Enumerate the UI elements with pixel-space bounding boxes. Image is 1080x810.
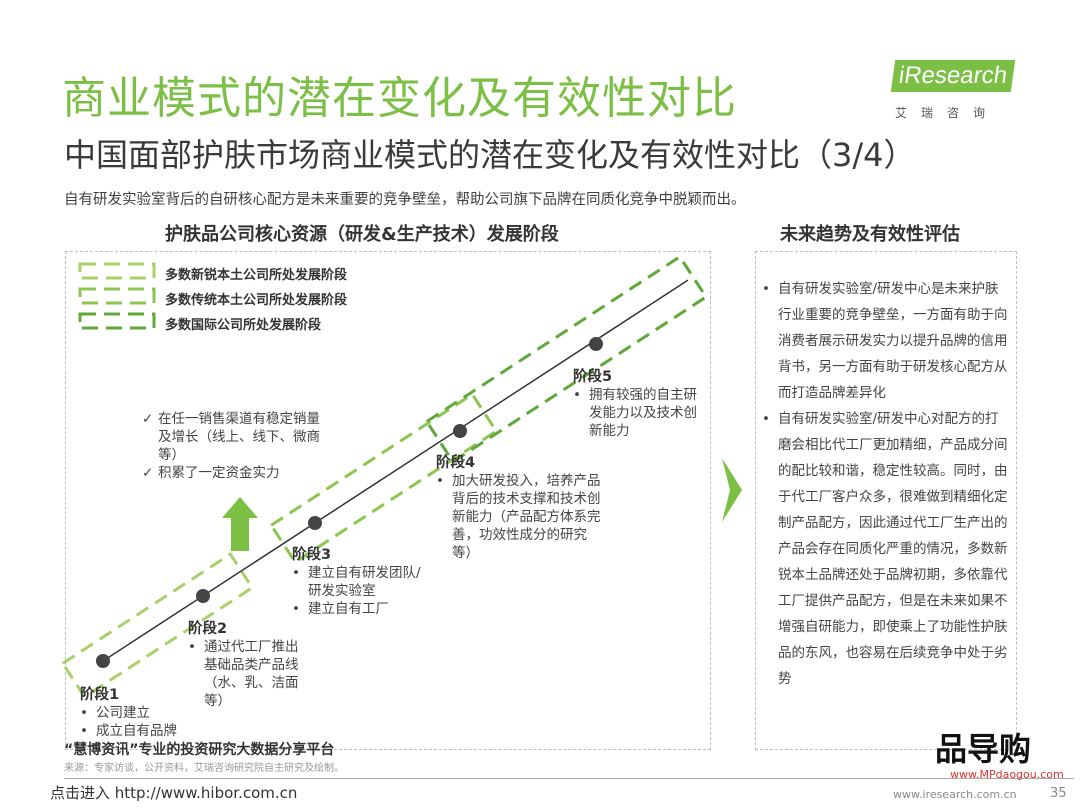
stage-title: 阶段4 (436, 455, 476, 471)
description: 自有研发实验室背后的自研核心配方是未来重要的竞争壁垒，帮助公司旗下品牌在同质化竞… (64, 192, 746, 208)
stage-dot-1 (96, 654, 110, 668)
page-number: 35 (1050, 786, 1067, 801)
stage-item: 加大研发投入，培养产品背后的技术支撑和技术创新能力（产品配方体系完善，功效性成分… (436, 472, 606, 562)
legend-label-2: 多数传统本土公司所处发展阶段 (165, 293, 348, 308)
stages-panel (65, 251, 711, 750)
right-header: 未来趋势及有效性评估 (780, 224, 960, 245)
source-note: 来源：专家访谈，公开资料，艾瑞咨询研究院自主研究及绘制。 (64, 763, 344, 774)
mpdaogou-url: www.MPdaogou.com (950, 768, 1064, 781)
page-subtitle: 中国面部护肤市场商业模式的潜在变化及有效性对比（3/4） (64, 136, 916, 174)
stage-title: 阶段3 (292, 547, 332, 563)
right-chevron-icon (722, 458, 742, 522)
iresearch-logo-cn: 艾瑞咨询 (895, 106, 1000, 120)
stage-item: 建立自有工厂 (292, 600, 430, 618)
stage-title: 阶段1 (80, 687, 120, 703)
watermark-hibor: “慧博资讯”专业的投资研究大数据分享平台 (64, 742, 335, 758)
stage-item: 成立自有品牌 (80, 722, 180, 740)
site-url: www.iresearch.com.cn (893, 788, 1017, 801)
legend-swatch-2 (78, 287, 156, 305)
legend-swatches (78, 262, 156, 330)
check-item: 积累了一定资金实力 (142, 464, 322, 482)
stage-title: 阶段5 (573, 369, 613, 385)
stage-2: 阶段2 通过代工厂推出基础品类产品线（水、乳、洁面等） (188, 620, 300, 710)
stage-title: 阶段2 (188, 621, 228, 637)
legend-label-3: 多数国际公司所处发展阶段 (165, 318, 322, 333)
stage-5: 阶段5 拥有较强的自主研发能力以及技术创新能力 (573, 368, 703, 440)
evaluation-list: 自有研发实验室/研发中心是未来护肤行业重要的竞争壁垒，一方面有助于向消费者展示研… (762, 276, 1012, 692)
stage-item: 拥有较强的自主研发能力以及技术创新能力 (573, 386, 703, 440)
stage-dot-2 (196, 589, 210, 603)
stage-dot-4 (453, 424, 467, 438)
stage-4: 阶段4 加大研发投入，培养产品背后的技术支撑和技术创新能力（产品配方体系完善，功… (436, 454, 606, 562)
legend-swatch-3 (78, 312, 156, 330)
stage-1: 阶段1 公司建立成立自有品牌 (80, 686, 180, 740)
page-title: 商业模式的潜在变化及有效性对比 (62, 73, 737, 124)
mpdaogou-logo: 品导购 (935, 730, 1032, 768)
stage-item: 通过代工厂推出基础品类产品线（水、乳、洁面等） (188, 638, 300, 710)
evaluation-item: 自有研发实验室/研发中心是未来护肤行业重要的竞争壁垒，一方面有助于向消费者展示研… (762, 276, 1012, 406)
hibor-link[interactable]: 点击进入 http://www.hibor.com.cn (50, 784, 298, 802)
stage-dot-3 (308, 516, 322, 530)
left-header: 护肤品公司核心资源（研发&生产技术）发展阶段 (165, 224, 559, 245)
band-traditional-domestic (269, 392, 499, 565)
evaluation-panel (755, 251, 1017, 750)
check-item: 在任一销售渠道有稳定销量及增长（线上、线下、微商等） (142, 410, 322, 464)
check-list: 在任一销售渠道有稳定销量及增长（线上、线下、微商等） 积累了一定资金实力 (142, 410, 322, 482)
legend-swatch-1 (78, 262, 156, 280)
evaluation-item: 自有研发实验室/研发中心对配方的打磨会相比代工厂更加精细，产品成分间的配比较和谐… (762, 406, 1012, 692)
stage-dot-5 (589, 337, 603, 351)
stage-item: 公司建立 (80, 704, 180, 722)
up-arrow-icon (222, 497, 258, 551)
stage-3: 阶段3 建立自有研发团队/研发实验室建立自有工厂 (292, 546, 430, 618)
legend-label-1: 多数新锐本土公司所处发展阶段 (165, 268, 348, 283)
stage-item: 建立自有研发团队/研发实验室 (292, 564, 430, 600)
